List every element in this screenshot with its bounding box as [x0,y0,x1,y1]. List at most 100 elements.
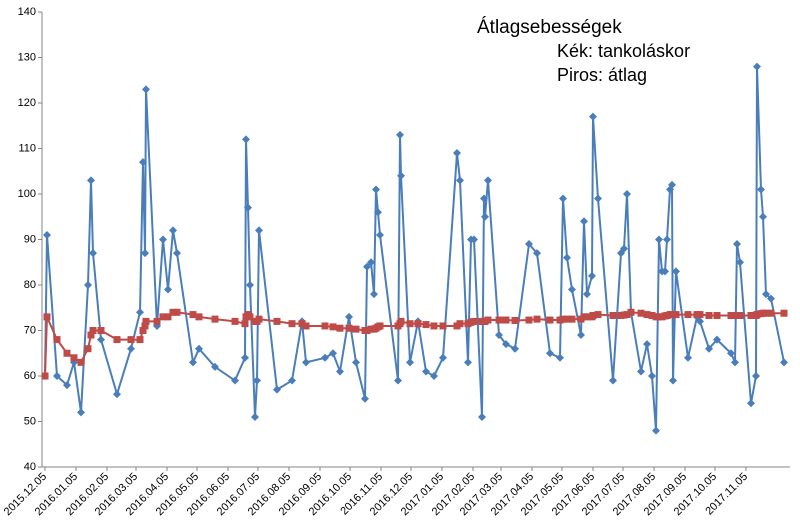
marker [533,315,541,323]
marker [77,408,85,417]
marker [87,176,95,185]
marker [41,372,49,380]
marker [696,317,704,326]
marker [525,316,533,324]
marker [84,345,92,353]
marker [89,327,97,334]
marker [195,344,203,353]
marker [164,285,172,294]
marker [255,226,263,235]
marker [253,376,261,385]
chart-title: Átlagsebességek [477,17,622,38]
marker [652,426,660,435]
marker [246,313,254,321]
marker [159,313,167,321]
marker [736,258,744,267]
marker [345,312,353,321]
marker [533,249,541,258]
marker [759,212,767,221]
marker [231,317,239,325]
marker [241,320,249,328]
marker [502,340,510,349]
marker [142,85,150,94]
y-tick-label: 90 [24,233,36,245]
marker [767,309,775,317]
y-tick-label: 140 [18,6,36,18]
marker [580,217,588,226]
marker [648,372,656,380]
series-line [44,66,785,431]
marker [273,385,281,394]
marker [63,349,71,357]
marker [298,320,306,328]
marker [780,358,788,367]
marker [589,311,597,319]
marker [251,412,259,421]
marker [661,267,669,276]
marker [627,308,635,316]
y-tick-label: 120 [18,97,36,109]
marker [189,311,197,319]
marker [396,130,404,139]
marker [637,367,645,376]
marker [43,230,51,239]
marker [246,281,254,289]
marker [189,358,197,367]
marker [97,327,105,334]
marker [430,322,438,330]
marker [336,367,344,376]
marker [456,176,464,185]
marker [211,362,219,371]
marker [767,294,775,303]
marker [480,194,488,203]
marker [623,190,631,198]
marker [559,315,567,323]
marker [594,311,602,319]
marker [231,376,239,385]
y-tick-label: 130 [18,51,36,63]
marker [696,311,704,319]
marker [672,311,680,319]
marker [655,235,663,244]
marker [153,317,161,325]
y-tick-label: 40 [24,461,36,473]
marker [113,390,121,399]
marker [643,340,651,349]
marker [563,315,571,323]
y-tick-label: 60 [24,370,36,382]
marker [336,324,344,332]
marker [736,311,744,319]
marker [588,271,596,280]
marker [288,320,296,328]
marker [470,317,478,325]
marker [705,344,713,353]
marker [376,322,384,330]
marker [430,372,438,380]
marker [762,290,770,299]
marker [705,311,713,319]
marker [481,212,489,221]
marker [141,249,149,258]
marker [394,376,402,385]
marker [169,308,177,316]
marker [139,158,147,167]
marker [546,349,554,358]
marker [77,358,85,366]
marker [484,176,492,185]
marker [255,315,263,323]
marker [414,320,422,328]
marker [164,313,172,321]
y-tick-label: 100 [18,188,36,200]
marker [352,325,360,333]
marker [713,335,721,344]
marker [556,353,564,362]
marker [511,344,519,353]
marker [623,311,631,319]
marker [142,317,150,325]
marker [733,240,741,249]
marker [684,311,692,319]
marker [211,315,219,323]
marker [273,317,281,325]
y-tick-label: 80 [24,279,36,291]
marker [643,311,651,319]
